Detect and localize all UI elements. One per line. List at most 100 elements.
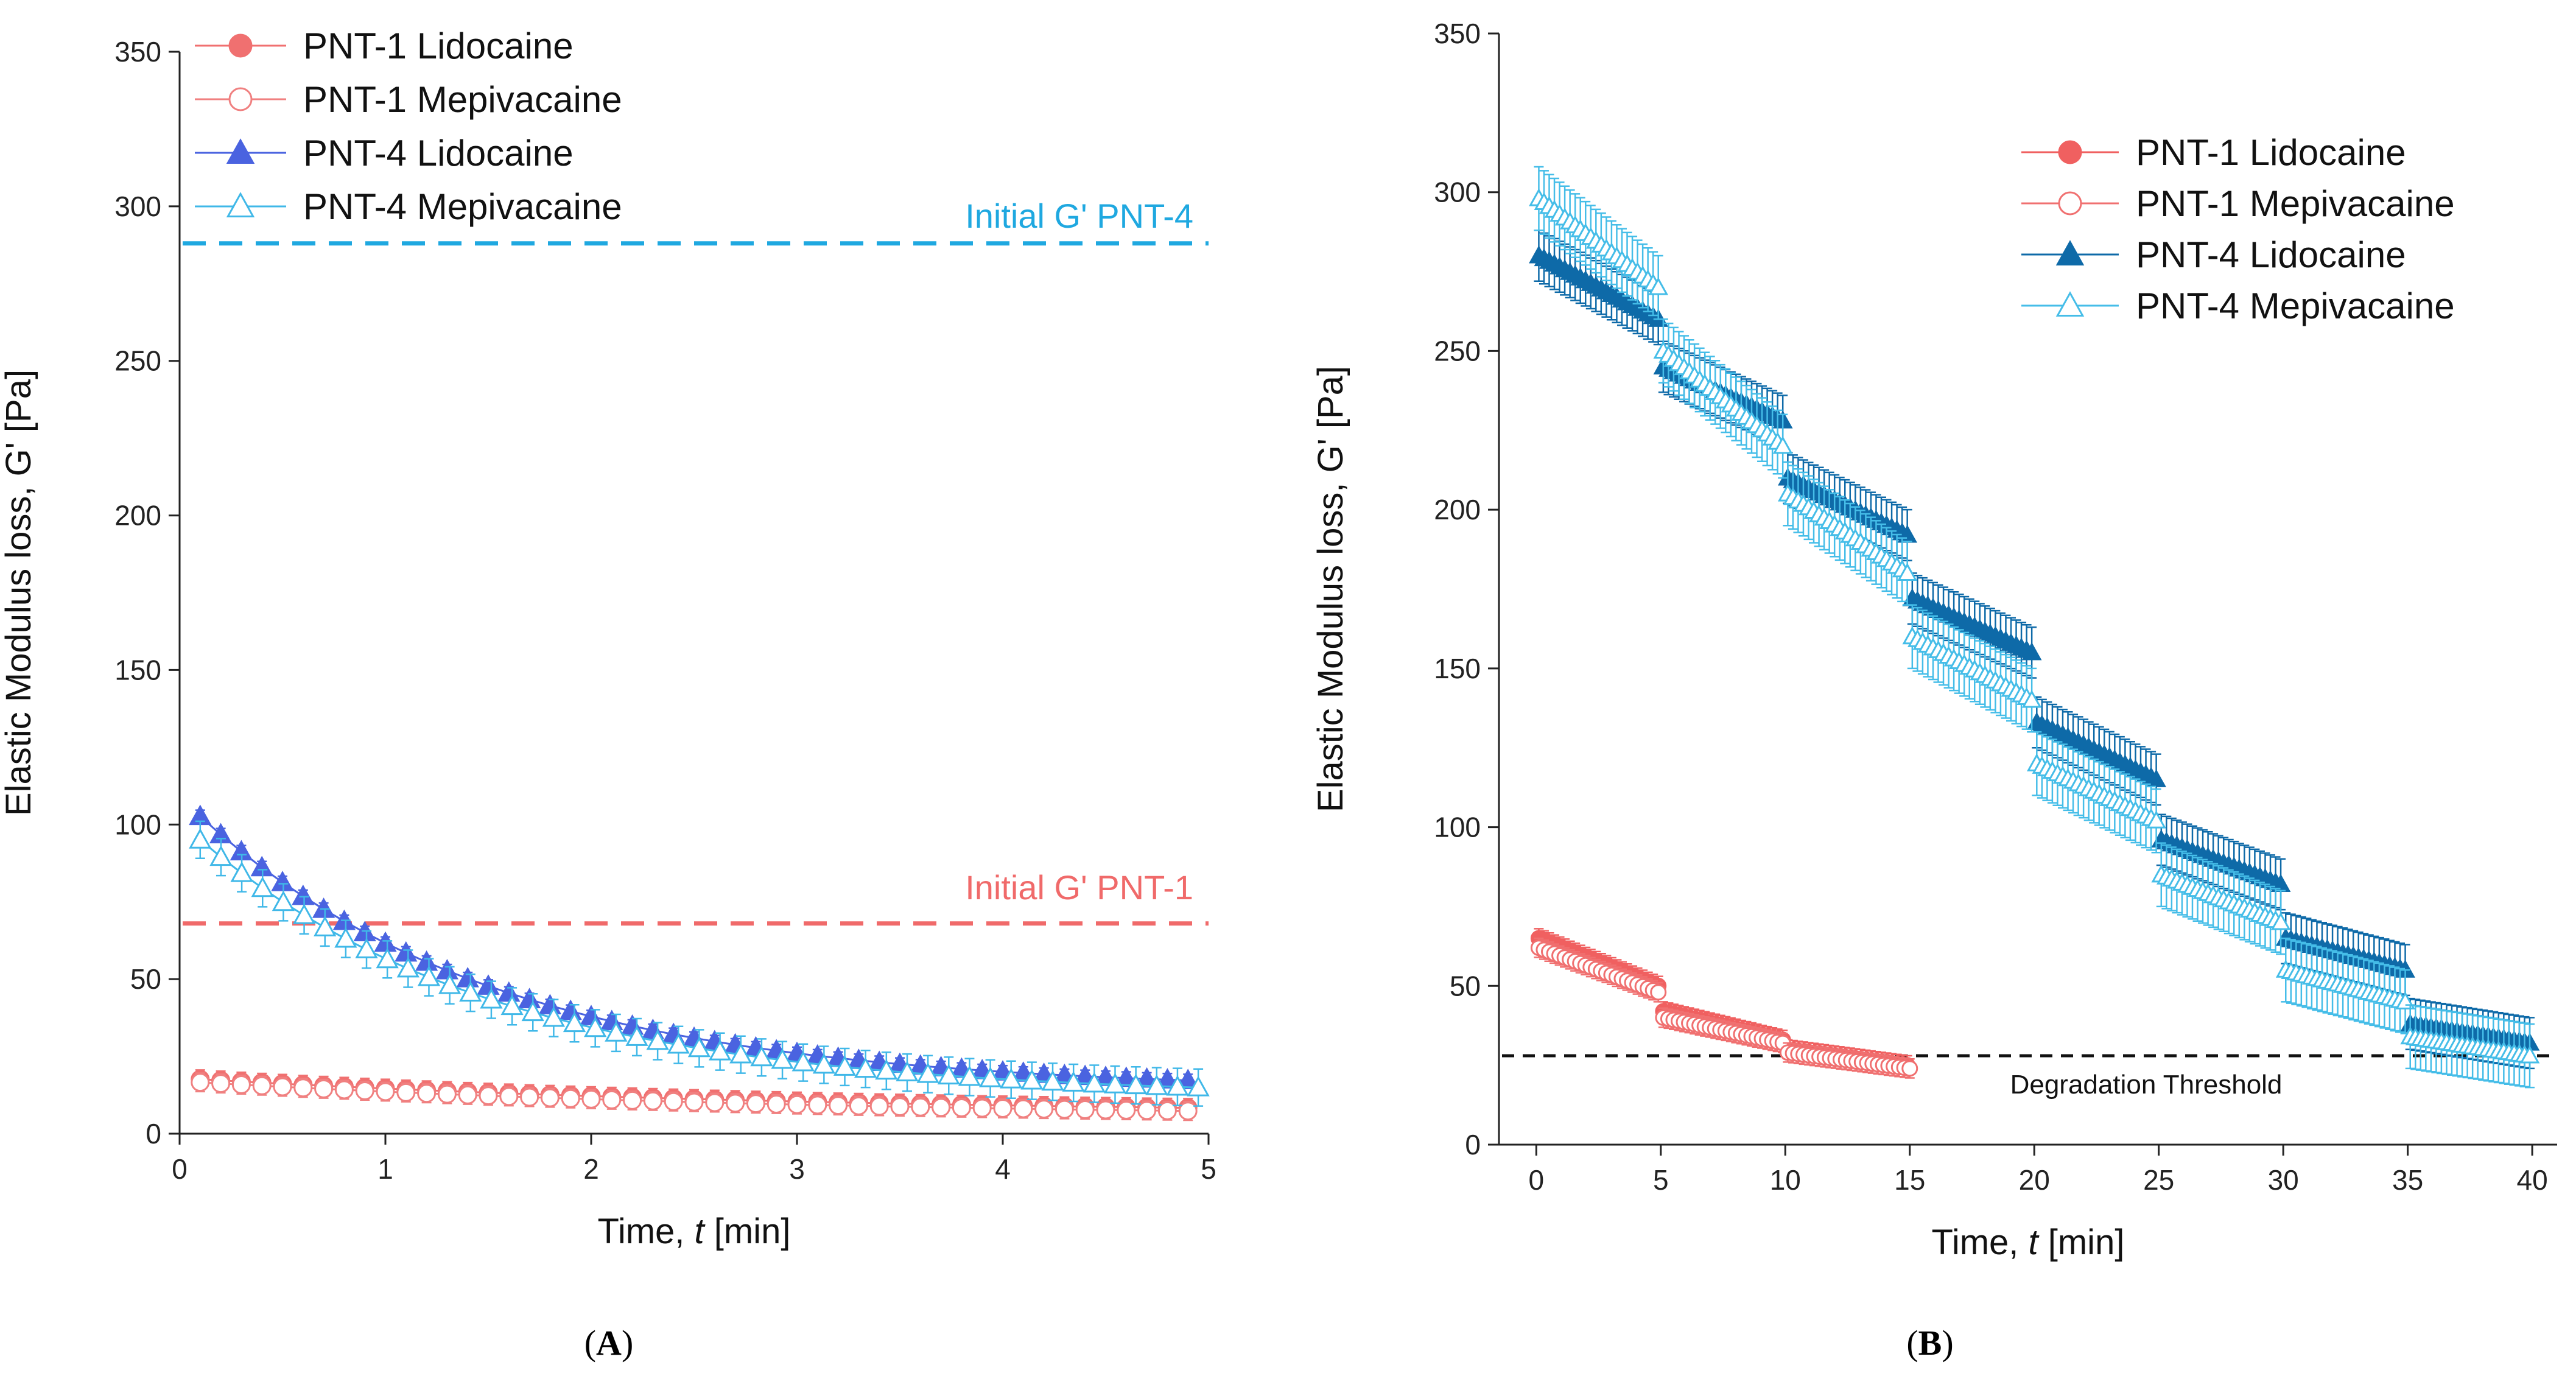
panel-a-data-point (833, 1055, 857, 1076)
panel-a-legend-swatch-marker (228, 87, 253, 111)
panel-a-data-point (916, 1062, 939, 1083)
panel-a-data-point (273, 1077, 292, 1097)
panel-a-data-point (499, 1087, 519, 1106)
panel-a-data-point (292, 904, 316, 924)
panel-a-data-point (314, 1079, 334, 1098)
panel-a-ytick-label: 350 (114, 36, 161, 68)
panel-a-data-point (972, 1098, 992, 1118)
panel-b-xtick-label: 40 (2517, 1164, 2548, 1196)
panel-b-ytick-label: 100 (1434, 812, 1481, 843)
panel-a-data-point (334, 927, 357, 948)
panel-a-xtick-label: 4 (995, 1153, 1011, 1185)
panel-a-data-point (542, 1006, 566, 1027)
panel-a-data-point (932, 1098, 951, 1117)
panel-a-data-point (1034, 1100, 1054, 1119)
panel-a-data-point (437, 1084, 457, 1104)
panel-a-data-point (684, 1092, 704, 1112)
panel-a-x-axis-title-var: t (695, 1212, 706, 1251)
panel-a-data-point (687, 1036, 711, 1058)
panel-a-data-point (500, 994, 524, 1016)
panel-a-data-point (374, 931, 397, 952)
panel-a-data-point (958, 1065, 981, 1086)
panel-b-ytick-label: 150 (1434, 653, 1481, 684)
panel-a-legend-swatch-marker (228, 33, 253, 58)
panel-a-data-point (787, 1095, 807, 1114)
panel-a-data-point (518, 988, 541, 1008)
panel-a-legend-label: PNT-4 Mepivacaine (303, 186, 622, 227)
panel-b-xtick-label: 10 (1770, 1164, 1801, 1196)
panel-a-data-point (376, 1082, 395, 1101)
panel-b-y-axis-title: Elastic Modulus loss, G' [Pa] (1311, 366, 1350, 812)
panel-a-data-point (561, 1089, 580, 1108)
panel-b-data-point (1648, 277, 1669, 295)
panel-a-data-point (1041, 1070, 1064, 1091)
panel-a-data-point (581, 1089, 601, 1109)
panel-a-data-point (605, 1021, 628, 1042)
panel-b-legend-swatch-marker (2055, 291, 2085, 317)
panel-a-data-point (808, 1095, 827, 1115)
panel-a-data-point (355, 938, 378, 958)
panel-a-data-point (1062, 1071, 1085, 1092)
panel-a-data-point (667, 1033, 690, 1054)
panel-a-data-point (1055, 1100, 1074, 1119)
panel-b-legend: PNT-1 Lidocaine PNT-1 Mepivacaine PNT-4 Li… (2021, 132, 2455, 326)
panel-b-series-3 (1529, 230, 2540, 1070)
panel-b-series-4 (1529, 166, 2540, 1089)
panel-a-data-point (854, 1057, 877, 1078)
panel-a-data-point (1135, 1067, 1159, 1088)
panel-a-data-point (602, 1090, 622, 1109)
panel-b-ytick-label: 0 (1465, 1129, 1481, 1160)
panel-a-x-axis-title: Time, t [min] (598, 1212, 791, 1251)
panel-a-data-point (978, 1067, 1002, 1087)
panel-a-data-point (993, 1099, 1013, 1118)
panel-a-data-point (191, 1073, 210, 1092)
panel-a-data-point (1178, 1101, 1198, 1121)
panel-b-xtick-label: 5 (1653, 1164, 1669, 1196)
panel-a-ytick-label: 250 (114, 345, 161, 377)
panel-a-data-point (1137, 1101, 1157, 1120)
panel-a-series-3 (189, 804, 1199, 1089)
panel-b-data-point (1772, 435, 1793, 454)
panel-a-data-point (395, 941, 418, 962)
panel-a-xtick-label: 0 (172, 1153, 188, 1185)
panel-a-data-point (1075, 1100, 1095, 1120)
panel-a-data-point (521, 1000, 544, 1022)
panel-a-data-point (271, 871, 294, 891)
panel-a-data-point (1083, 1072, 1106, 1093)
panel-a-data-point (875, 1059, 898, 1080)
panel-b-data-point (2519, 1045, 2540, 1064)
panel-a-reference-label: Initial G' PNT-1 (965, 868, 1193, 907)
panel-a-data-point (438, 974, 462, 994)
panel-a-data-point (211, 1074, 231, 1093)
panel-a-data-point (623, 1090, 642, 1110)
panel-label-b: (B) (1906, 1323, 1953, 1363)
panel-b-xtick-label: 15 (1894, 1164, 1925, 1196)
panel-a-ytick-label: 100 (114, 809, 161, 840)
panel-b-xtick-label: 25 (2143, 1164, 2174, 1196)
panel-a-xtick-label: 2 (583, 1153, 599, 1185)
panel-b-ytick-label: 250 (1434, 335, 1481, 367)
panel-b-data-point (2021, 642, 2042, 661)
panel-b-xtick-label: 35 (2392, 1164, 2423, 1196)
panel-a-legend: PNT-1 Lidocaine PNT-1 Mepivacaine PNT-4 Li… (195, 26, 622, 227)
panel-label-a: (A) (584, 1323, 634, 1363)
panel-a-data-point (376, 947, 399, 969)
panel-a-chart: 0 50 100 150 200 250 300 350 0 1 2 3 4 5 Elastic Modul… (0, 26, 1216, 1251)
panel-b-series-2 (1530, 937, 1918, 1079)
panel-a-data-point (396, 957, 419, 978)
panel-a-ytick-label: 50 (130, 963, 161, 995)
panel-a-data-point (705, 1093, 725, 1112)
panel-a-data-point (1117, 1100, 1136, 1120)
panel-a-data-point (459, 981, 482, 1002)
panel-b-data-point (2146, 810, 2166, 829)
panel-a-data-point (1096, 1100, 1115, 1120)
panel-a-data-point (520, 1087, 539, 1107)
panel-b-data-point (1897, 563, 1918, 581)
panel-a-data-point (417, 1084, 437, 1103)
panel-a-data-point (726, 1093, 745, 1113)
panel-a-data-point (252, 1076, 272, 1095)
panel-a-data-point (456, 967, 479, 988)
panel-b-data-point (2270, 912, 2291, 930)
panel-b-legend-label: PNT-4 Mepivacaine (2136, 286, 2455, 326)
